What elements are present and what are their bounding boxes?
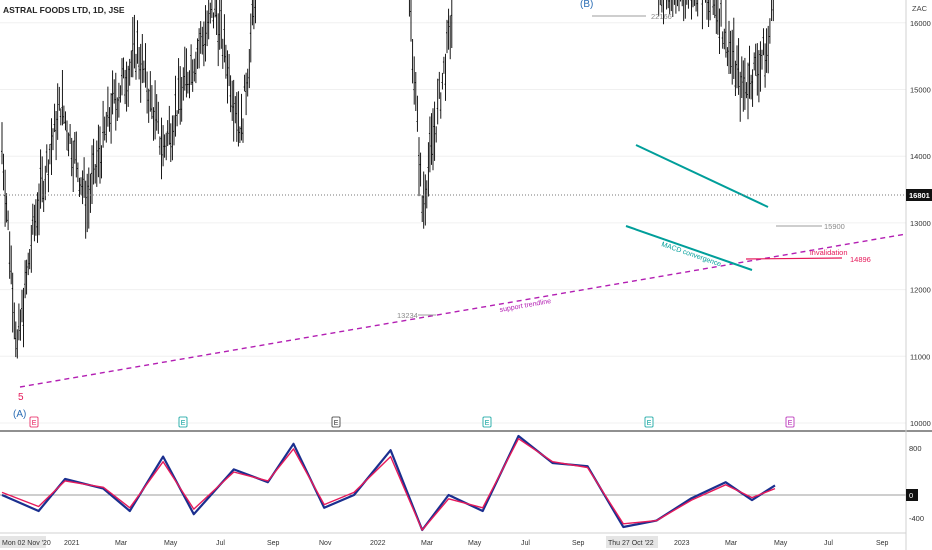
earnings-marker[interactable]: [29, 416, 39, 428]
wave-label-B: (B): [580, 0, 593, 10]
time-tick-label: Mar: [725, 540, 738, 547]
earnings-marker[interactable]: [331, 416, 341, 428]
time-tick-label: May: [164, 540, 178, 547]
earnings-marker[interactable]: [785, 416, 795, 428]
level-15900-label: 15900: [824, 222, 845, 231]
macd-line: [1, 434, 776, 532]
earnings-marker-label: E: [788, 420, 793, 427]
earnings-marker-label: E: [181, 420, 186, 427]
time-tick-label: 2023: [674, 540, 690, 547]
macd-tick-800: 800: [909, 444, 922, 453]
macd-zero-badge: [906, 489, 918, 501]
time-tick-label: Sep: [572, 540, 585, 547]
earnings-marker-label: E: [334, 420, 339, 427]
last-price-value: 16801: [909, 191, 930, 200]
time-cursor-badge: [606, 536, 658, 548]
invalidation-line[interactable]: [745, 257, 843, 260]
wave-label-A: (A): [13, 409, 26, 420]
price-tick-label: 14000: [910, 152, 931, 161]
time-tick-label: Jul: [824, 540, 833, 547]
earnings-marker[interactable]: [644, 416, 654, 428]
macd-tick-neg400: -400: [909, 514, 924, 523]
time-cursor-badge: [0, 536, 46, 548]
time-tick-label: Mar: [421, 540, 434, 547]
time-tick-label: May: [468, 540, 482, 547]
low-13234-label: 13234: [397, 311, 418, 320]
time-tick-label: Sep: [267, 540, 280, 547]
time-tick-label: Mar: [115, 540, 128, 547]
time-tick-label: Sep: [876, 540, 889, 547]
time-axis[interactable]: Mon 02 Nov '20 2021 Mar May Jul Sep Nov 2022 Mar…: [0, 536, 889, 548]
grid: [0, 22, 906, 424]
invalidation-level-label: 14896: [850, 255, 871, 264]
channel-lower-line[interactable]: [625, 225, 753, 271]
time-tick-label: Mon 02 Nov '20: [2, 540, 51, 547]
price-tick-label: 12000: [910, 286, 931, 295]
price-tick-label: 15000: [910, 86, 931, 95]
support-trendline-label: support trendline: [499, 298, 552, 314]
time-tick-label: Jul: [521, 540, 530, 547]
time-tick-label: May: [774, 540, 788, 547]
time-tick-label: Nov: [319, 540, 332, 547]
chart-title: ASTRAL FOODS LTD, 1D, JSE: [3, 5, 125, 15]
price-axis[interactable]: 2200021000200001900018000170001600015000…: [910, 0, 931, 428]
time-tick-label: Thu 27 Oct '22: [608, 540, 654, 547]
channel-upper-line[interactable]: [635, 144, 769, 208]
time-tick-label: 2021: [64, 540, 80, 547]
high-22166-label: 22166: [651, 12, 672, 21]
macd-zero-value: 0: [909, 491, 913, 500]
price-tick-label: 10000: [910, 419, 931, 428]
earnings-marker[interactable]: [178, 416, 188, 428]
price-tick-label: 16000: [910, 19, 931, 28]
macd-signal-line: [1, 438, 776, 531]
price-tick-label: 11000: [910, 352, 930, 361]
support-trendline[interactable]: [19, 233, 907, 388]
earnings-marker-label: E: [485, 420, 490, 427]
earnings-marker-label: E: [32, 420, 37, 427]
earnings-marker-label: E: [647, 420, 652, 427]
last-price-badge[interactable]: [906, 189, 932, 201]
wave-label-5: 5: [18, 392, 24, 403]
macd-pane: [1, 434, 776, 532]
invalidation-label: invalidation: [810, 248, 848, 257]
currency-label: ZAC: [912, 4, 928, 13]
time-tick-label: 2022: [370, 540, 386, 547]
macd-convergence-label: MACD convergence: [660, 241, 722, 268]
time-tick-label: Jul: [216, 540, 225, 547]
price-bars: [1, 0, 774, 359]
price-tick-label: 13000: [910, 219, 931, 228]
earnings-marker[interactable]: [482, 416, 492, 428]
